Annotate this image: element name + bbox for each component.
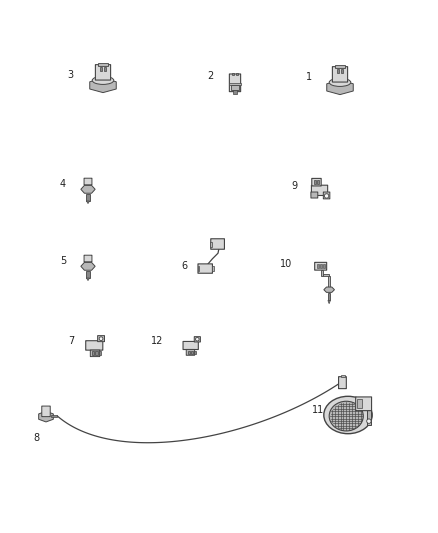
- Polygon shape: [328, 301, 330, 304]
- FancyBboxPatch shape: [42, 406, 50, 417]
- FancyBboxPatch shape: [312, 179, 321, 186]
- FancyBboxPatch shape: [332, 67, 348, 82]
- Ellipse shape: [329, 401, 363, 431]
- Ellipse shape: [92, 76, 114, 84]
- Bar: [99, 351, 101, 355]
- Text: 1: 1: [306, 72, 312, 82]
- FancyBboxPatch shape: [86, 341, 103, 350]
- Text: 6: 6: [182, 261, 188, 271]
- Circle shape: [99, 337, 103, 341]
- Bar: [357, 399, 362, 408]
- Text: 2: 2: [207, 71, 213, 81]
- Text: 9: 9: [292, 181, 298, 191]
- Bar: [103, 67, 106, 71]
- Bar: [210, 241, 212, 247]
- Bar: [230, 85, 240, 90]
- Bar: [95, 351, 98, 355]
- FancyBboxPatch shape: [95, 64, 111, 80]
- Bar: [51, 415, 57, 417]
- Ellipse shape: [329, 78, 351, 86]
- Bar: [317, 263, 318, 268]
- Text: 10: 10: [280, 259, 292, 269]
- Bar: [317, 180, 319, 184]
- Circle shape: [195, 337, 199, 341]
- Bar: [194, 351, 196, 354]
- Bar: [321, 270, 323, 277]
- Text: 7: 7: [68, 336, 74, 346]
- FancyBboxPatch shape: [198, 264, 212, 273]
- Ellipse shape: [324, 397, 372, 434]
- Text: 8: 8: [34, 433, 40, 443]
- Bar: [328, 293, 330, 301]
- Bar: [335, 65, 345, 68]
- Polygon shape: [327, 80, 353, 94]
- Text: 4: 4: [60, 179, 66, 189]
- Polygon shape: [90, 78, 116, 93]
- Bar: [236, 72, 238, 75]
- Bar: [340, 69, 343, 73]
- Polygon shape: [39, 411, 53, 422]
- FancyBboxPatch shape: [183, 342, 198, 350]
- Text: 11: 11: [312, 405, 324, 415]
- FancyBboxPatch shape: [311, 192, 318, 198]
- FancyBboxPatch shape: [84, 178, 92, 185]
- Text: 5: 5: [60, 256, 66, 266]
- FancyBboxPatch shape: [194, 337, 201, 342]
- FancyBboxPatch shape: [98, 336, 105, 342]
- Bar: [188, 351, 190, 354]
- FancyBboxPatch shape: [314, 262, 327, 270]
- Bar: [367, 405, 371, 425]
- Polygon shape: [86, 278, 89, 280]
- Bar: [230, 83, 240, 85]
- Bar: [320, 263, 322, 268]
- Circle shape: [325, 193, 329, 198]
- Bar: [198, 266, 199, 271]
- Bar: [233, 90, 237, 93]
- Bar: [92, 351, 95, 355]
- FancyBboxPatch shape: [90, 350, 100, 357]
- Bar: [86, 194, 89, 201]
- Bar: [212, 266, 214, 271]
- Circle shape: [367, 419, 371, 423]
- Bar: [314, 180, 316, 184]
- Text: 12: 12: [151, 336, 163, 346]
- Bar: [86, 271, 89, 278]
- Bar: [100, 67, 102, 71]
- Bar: [98, 63, 108, 66]
- Circle shape: [367, 406, 371, 410]
- Polygon shape: [324, 287, 335, 293]
- FancyBboxPatch shape: [311, 185, 328, 196]
- FancyBboxPatch shape: [186, 350, 194, 356]
- FancyBboxPatch shape: [84, 255, 92, 262]
- Bar: [232, 72, 234, 75]
- Bar: [323, 274, 329, 276]
- FancyBboxPatch shape: [356, 397, 371, 410]
- Bar: [191, 351, 193, 354]
- Bar: [341, 375, 345, 377]
- Polygon shape: [86, 201, 89, 204]
- Text: 3: 3: [67, 70, 73, 80]
- Bar: [328, 276, 330, 290]
- Bar: [337, 69, 339, 73]
- Bar: [323, 263, 325, 268]
- FancyBboxPatch shape: [323, 192, 330, 199]
- FancyBboxPatch shape: [339, 377, 346, 389]
- Polygon shape: [81, 262, 95, 270]
- FancyBboxPatch shape: [230, 74, 240, 92]
- FancyBboxPatch shape: [211, 239, 224, 249]
- Polygon shape: [81, 185, 95, 193]
